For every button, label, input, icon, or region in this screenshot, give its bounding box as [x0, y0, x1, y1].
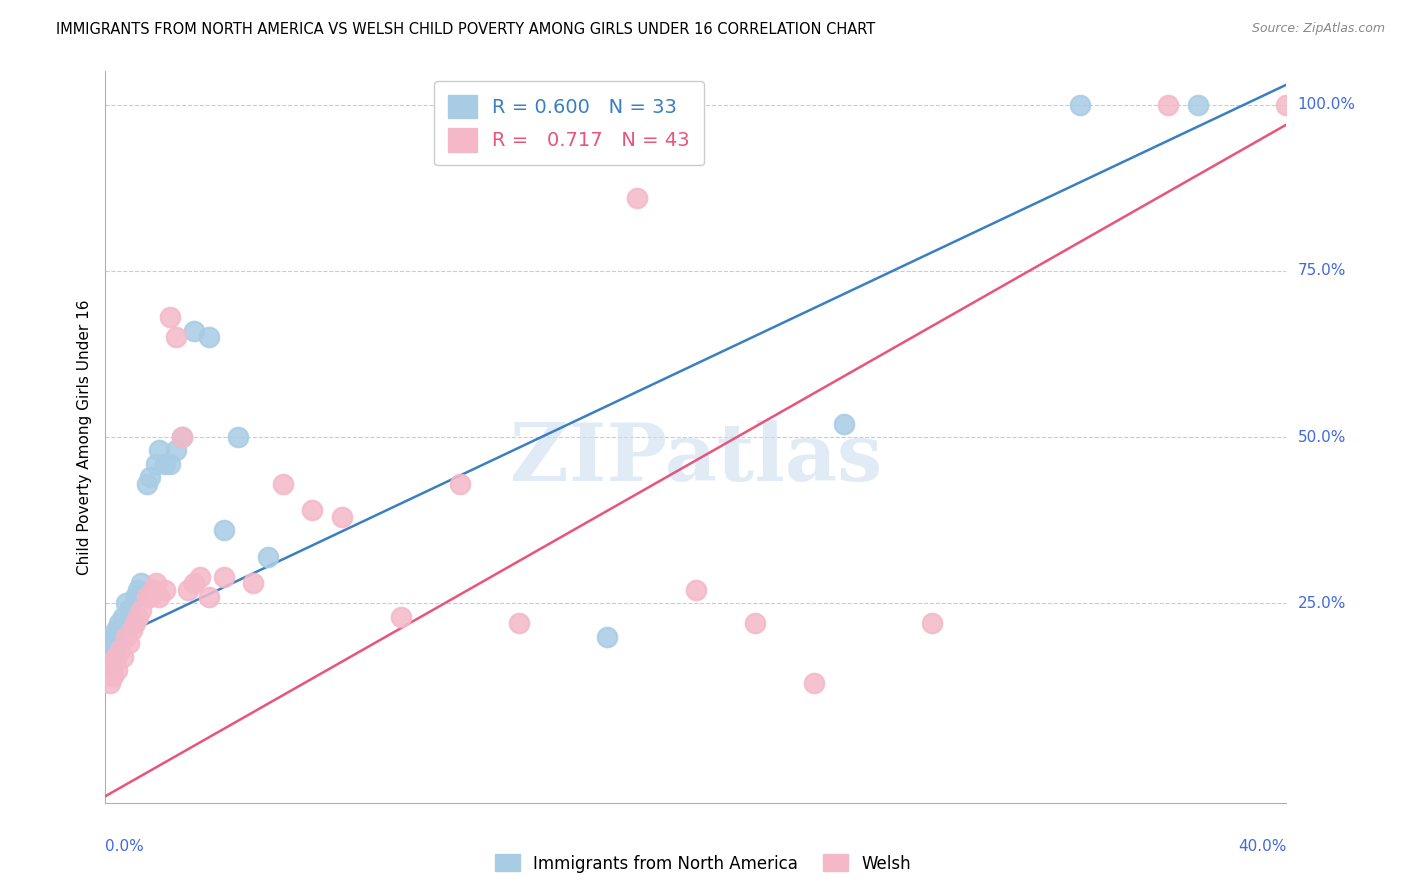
Point	[228, 430, 250, 444]
Legend: Immigrants from North America, Welsh: Immigrants from North America, Welsh	[488, 847, 918, 880]
Point	[97, 656, 120, 670]
Point	[100, 630, 122, 644]
Y-axis label: Child Poverty Among Girls Under 16: Child Poverty Among Girls Under 16	[76, 300, 91, 574]
Point	[124, 616, 146, 631]
Point	[100, 663, 122, 677]
Point	[101, 669, 124, 683]
Text: 25.0%: 25.0%	[1298, 596, 1346, 611]
Point	[103, 656, 125, 670]
Text: IMMIGRANTS FROM NORTH AMERICA VS WELSH CHILD POVERTY AMONG GIRLS UNDER 16 CORREL: IMMIGRANTS FROM NORTH AMERICA VS WELSH C…	[56, 22, 876, 37]
Point	[148, 590, 170, 604]
Point	[212, 523, 235, 537]
Point	[153, 457, 176, 471]
Point	[177, 582, 200, 597]
Point	[105, 663, 128, 677]
Point	[159, 310, 181, 325]
Point	[110, 643, 132, 657]
Text: 40.0%: 40.0%	[1239, 839, 1286, 855]
Point	[101, 636, 124, 650]
Point	[124, 590, 146, 604]
Point	[159, 457, 181, 471]
Point	[596, 630, 619, 644]
Point	[197, 590, 219, 604]
Point	[115, 630, 138, 644]
Point	[832, 417, 855, 431]
Point	[685, 582, 707, 597]
Point	[183, 576, 205, 591]
Point	[112, 649, 135, 664]
Point	[197, 330, 219, 344]
Point	[138, 590, 162, 604]
Point	[145, 576, 167, 591]
Point	[803, 676, 825, 690]
Point	[172, 430, 194, 444]
Text: 75.0%: 75.0%	[1298, 263, 1346, 278]
Point	[1069, 97, 1091, 112]
Text: 100.0%: 100.0%	[1298, 97, 1355, 112]
Point	[121, 616, 143, 631]
Point	[449, 476, 471, 491]
Text: Source: ZipAtlas.com: Source: ZipAtlas.com	[1251, 22, 1385, 36]
Point	[98, 676, 121, 690]
Legend: R = 0.600   N = 33, R =   0.717   N = 43: R = 0.600 N = 33, R = 0.717 N = 43	[434, 81, 703, 166]
Point	[301, 503, 323, 517]
Point	[129, 576, 152, 591]
Point	[256, 549, 278, 564]
Point	[142, 582, 165, 597]
Point	[103, 643, 125, 657]
Point	[115, 596, 138, 610]
Point	[148, 443, 170, 458]
Point	[107, 616, 129, 631]
Point	[105, 630, 128, 644]
Point	[271, 476, 294, 491]
Point	[1157, 97, 1180, 112]
Point	[127, 609, 149, 624]
Point	[242, 576, 264, 591]
Point	[112, 609, 135, 624]
Point	[153, 582, 176, 597]
Point	[188, 570, 211, 584]
Point	[97, 649, 120, 664]
Point	[104, 623, 127, 637]
Point	[135, 476, 157, 491]
Point	[165, 443, 187, 458]
Point	[138, 470, 162, 484]
Text: 50.0%: 50.0%	[1298, 430, 1346, 444]
Point	[98, 656, 121, 670]
Point	[744, 616, 766, 631]
Point	[330, 509, 353, 524]
Point	[172, 430, 194, 444]
Point	[110, 623, 132, 637]
Point	[165, 330, 187, 344]
Point	[921, 616, 943, 631]
Point	[121, 623, 143, 637]
Point	[118, 636, 141, 650]
Text: ZIPatlas: ZIPatlas	[510, 420, 882, 498]
Point	[508, 616, 530, 631]
Point	[183, 324, 205, 338]
Point	[127, 582, 149, 597]
Point	[1187, 97, 1209, 112]
Point	[212, 570, 235, 584]
Point	[129, 603, 152, 617]
Point	[135, 590, 157, 604]
Point	[626, 191, 648, 205]
Point	[145, 457, 167, 471]
Point	[389, 609, 412, 624]
Point	[104, 649, 127, 664]
Point	[118, 603, 141, 617]
Text: 0.0%: 0.0%	[105, 839, 145, 855]
Point	[1275, 97, 1298, 112]
